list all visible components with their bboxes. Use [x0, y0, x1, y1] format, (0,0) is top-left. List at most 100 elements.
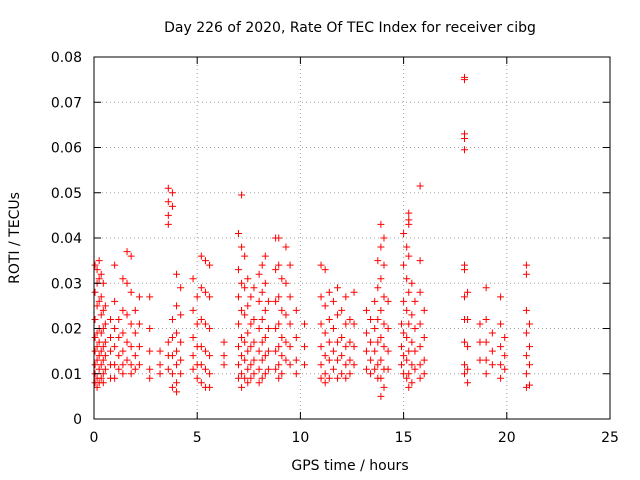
data-point	[234, 361, 242, 369]
data-point	[173, 388, 181, 396]
data-point	[197, 284, 205, 292]
data-point	[416, 361, 424, 369]
data-point	[321, 379, 329, 387]
data-point	[317, 293, 325, 301]
data-point	[400, 329, 408, 337]
data-point	[201, 347, 209, 355]
data-point	[189, 275, 197, 283]
data-point	[127, 288, 135, 296]
data-point	[197, 252, 205, 260]
data-point	[135, 293, 143, 301]
data-point	[115, 365, 123, 373]
data-point	[488, 347, 496, 355]
data-point	[127, 320, 135, 328]
x-tick-label: 25	[601, 430, 619, 446]
data-point	[405, 383, 413, 391]
data-point	[342, 374, 350, 382]
data-point	[342, 343, 350, 351]
data-point	[377, 356, 385, 364]
x-axis-label: GPS time / hours	[291, 458, 408, 474]
data-point	[282, 279, 290, 287]
data-point	[464, 315, 472, 323]
data-point	[97, 270, 105, 278]
data-point	[193, 293, 201, 301]
data-point	[97, 361, 105, 369]
data-point	[244, 275, 252, 283]
data-point	[119, 361, 127, 369]
data-point	[380, 293, 388, 301]
data-point	[317, 320, 325, 328]
data-point	[329, 365, 337, 373]
data-point	[250, 338, 258, 346]
data-point	[292, 370, 300, 378]
data-point	[238, 306, 246, 314]
data-point	[420, 334, 428, 342]
data-point	[460, 338, 468, 346]
data-point	[101, 352, 109, 360]
data-point	[107, 315, 115, 323]
data-point	[405, 347, 413, 355]
data-point	[244, 302, 252, 310]
data-point	[460, 146, 468, 154]
data-point	[119, 275, 127, 283]
data-point	[371, 365, 379, 373]
data-point	[95, 352, 103, 360]
data-point	[460, 134, 468, 142]
data-point	[101, 302, 109, 310]
data-point	[403, 306, 411, 314]
data-point	[201, 288, 209, 296]
data-point	[272, 325, 280, 332]
data-point	[317, 361, 325, 369]
data-point	[173, 361, 181, 369]
data-point	[250, 284, 258, 292]
data-point	[405, 370, 413, 378]
data-point	[522, 370, 530, 378]
data-point	[275, 343, 283, 351]
data-point	[255, 325, 263, 332]
data-point	[460, 76, 468, 84]
data-point	[350, 343, 358, 351]
data-point	[119, 306, 127, 314]
data-point	[168, 334, 176, 342]
data-point	[261, 252, 269, 260]
data-point	[238, 352, 246, 360]
data-point	[416, 288, 424, 296]
data-point	[93, 383, 101, 391]
data-point	[282, 356, 290, 364]
data-point	[526, 381, 534, 389]
data-point	[374, 338, 382, 346]
data-point	[189, 352, 197, 360]
x-tick-label: 5	[193, 430, 202, 446]
data-point	[286, 343, 294, 351]
x-tick-label: 15	[395, 430, 413, 446]
data-point	[197, 361, 205, 369]
data-point	[325, 374, 333, 382]
data-point	[241, 374, 249, 382]
data-point	[91, 288, 99, 296]
data-point	[377, 334, 385, 342]
data-point	[501, 365, 509, 373]
data-point	[292, 306, 300, 314]
data-point	[234, 229, 242, 237]
data-point	[384, 325, 392, 332]
data-point	[91, 361, 99, 369]
data-point	[278, 334, 286, 342]
y-tick-label: 0.08	[51, 50, 82, 66]
x-tick-label: 10	[291, 430, 309, 446]
data-point	[398, 343, 406, 351]
data-point	[93, 266, 101, 274]
x-tick-label: 0	[90, 430, 99, 446]
data-point	[177, 338, 185, 346]
data-point	[107, 347, 115, 355]
data-point	[377, 243, 385, 251]
data-point	[371, 347, 379, 355]
data-point	[201, 257, 209, 265]
data-point	[164, 365, 172, 373]
data-point	[173, 379, 181, 387]
y-tick-label: 0.01	[51, 367, 82, 383]
data-point	[101, 320, 109, 328]
data-point	[282, 243, 290, 251]
data-point	[278, 370, 286, 378]
x-tick-label: 20	[498, 430, 516, 446]
